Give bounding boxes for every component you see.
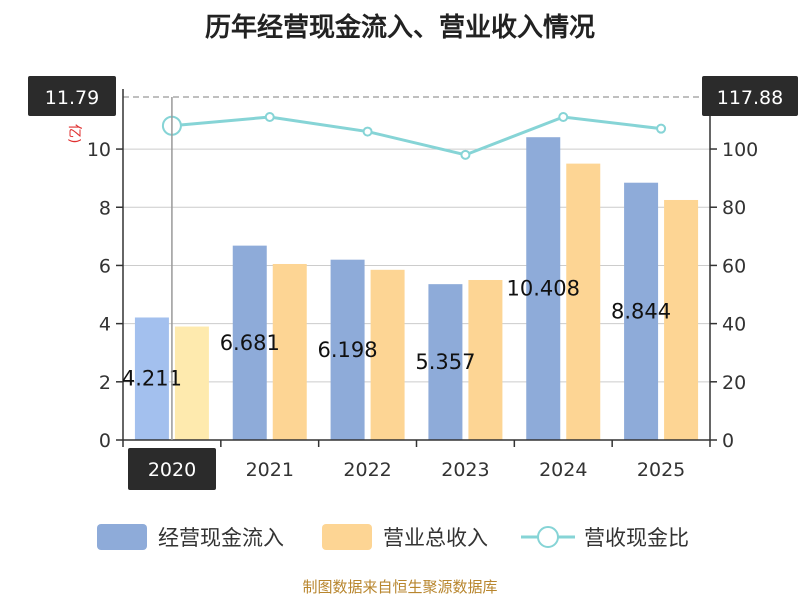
right-axis-tick-label: 40 [722,314,746,336]
legend-swatch-revenue [322,524,372,550]
ratio-point [460,149,471,160]
left-axis-tick-label: 2 [99,372,111,394]
crosshair-left-value-tag-bg [28,76,116,116]
left-axis-tick-label: 8 [99,197,111,219]
legend-label-ratio: 营收现金比 [584,526,689,550]
ratio-line-series [161,112,667,160]
ratio-point [264,112,275,123]
ratio-line [171,115,662,157]
x-axis-tick-label: 2023 [441,459,489,481]
bar-revenue [370,269,405,440]
bar-value-label: 8.844 [611,299,671,323]
ratio-point [656,123,667,134]
legend-swatch-ratio-marker [537,526,559,548]
bar-cash-inflow [526,137,561,441]
bar-revenue [174,326,209,440]
bar-value-label: 5.357 [415,350,475,374]
x-axis-tick-label: 2024 [539,459,587,481]
left-axis-tick-label: 10 [87,139,111,161]
bar-cash-inflow [232,245,267,440]
bar-cash-inflow [428,284,463,440]
left-axis-tick-label: 0 [99,430,111,452]
bar-value-label: 10.408 [507,277,580,301]
bar-revenue [664,199,699,440]
crosshair-category-tag-bg [128,448,216,490]
ratio-point [362,126,373,137]
bar-labels: 4.211 6.681 6.198 5.357 10.408 8.844 [122,277,671,391]
bar-value-label: 6.198 [318,338,378,362]
grid [123,96,710,383]
right-axis-tick-label: 20 [722,372,746,394]
x-axis-tick-label: 2022 [343,459,391,481]
right-axis-tick-label: 100 [722,139,758,161]
left-axis-tick-label: 6 [99,255,111,277]
left-axis-name-fragment: 亿) [66,124,82,143]
bar-value-label: 4.211 [122,367,182,391]
crosshair-category-tag: 2020 [148,459,196,481]
bar-revenue [468,279,503,440]
bar-cash-inflow [330,259,365,440]
legend-label-revenue: 营业总收入 [383,526,488,550]
legend-swatch-cash-inflow [97,524,147,550]
right-axis-tick-label: 80 [722,197,746,219]
right-axis-tick-label: 0 [722,430,734,452]
crosshair-right-value-tag-bg [702,76,798,116]
x-axis-tick-label: 2025 [637,459,685,481]
left-axis-tick-label: 4 [99,314,111,336]
chart-title: 历年经营现金流入、营业收入情况 [205,12,595,43]
crosshair-left-value-tag: 11.79 [45,87,99,109]
bar-cash-inflow [134,317,169,440]
bars [134,137,699,441]
ratio-point [558,112,569,123]
bar-revenue [566,163,601,441]
right-axis-tick-label: 60 [722,255,746,277]
bar-value-label: 6.681 [220,331,280,355]
source-footer: 制图数据来自恒生聚源数据库 [302,578,497,596]
x-axis-tick-label: 2021 [246,459,294,481]
legend: 经营现金流入 营业总收入 营收现金比 [97,524,689,550]
crosshair-right-value-tag: 117.88 [717,87,783,109]
bar-revenue [272,263,307,440]
bar-cash-inflow [624,182,659,440]
legend-label-cash-inflow: 经营现金流入 [158,526,284,550]
